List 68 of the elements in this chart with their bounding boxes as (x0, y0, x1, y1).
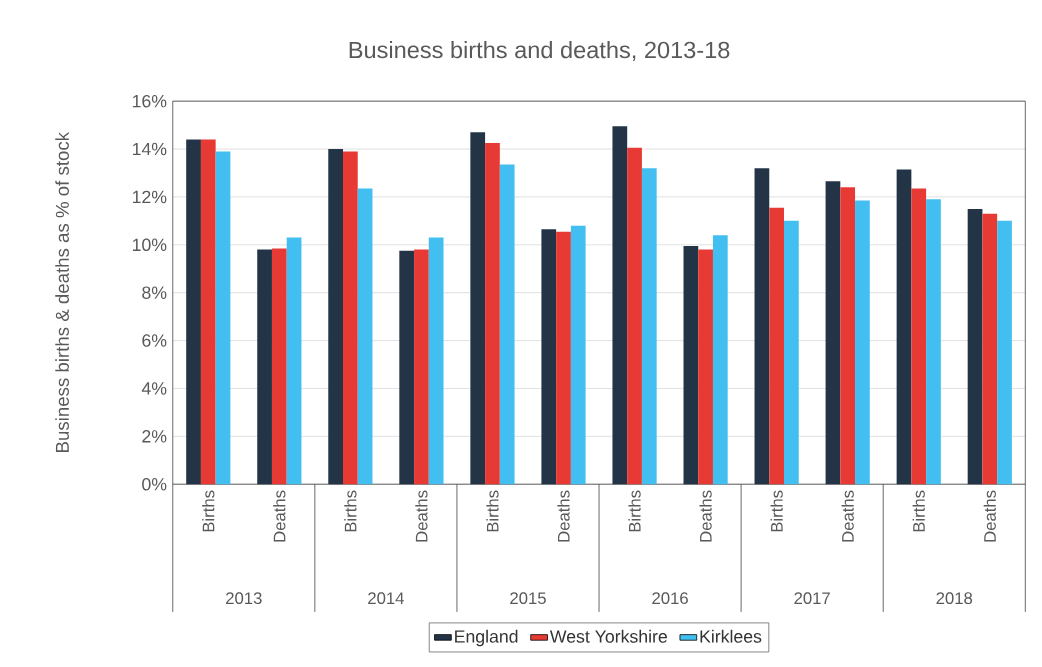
bar (825, 181, 841, 485)
bar (712, 235, 728, 485)
x-tick-label: Births (628, 490, 641, 532)
bar (271, 248, 287, 485)
legend-label: Kirklees (700, 629, 762, 643)
bar (357, 188, 373, 485)
bar (328, 149, 344, 485)
legend-label: West Yorkshire (549, 629, 667, 643)
bar (840, 187, 856, 485)
bar (967, 208, 983, 485)
y-axis-title: Business births & deaths as % of stock (55, 131, 69, 452)
x-tick-label: Deaths (557, 490, 570, 542)
text: 2018 (936, 592, 973, 605)
bar (215, 151, 231, 485)
bar (286, 237, 302, 485)
bar (343, 151, 358, 485)
bar (982, 213, 998, 485)
x-tick-label: Births (486, 490, 499, 532)
x-tick-label: Deaths (273, 490, 286, 542)
y-tick-label: 2% (142, 430, 167, 443)
bar (641, 168, 657, 485)
bar (855, 200, 870, 485)
x-tick-label: Births (912, 490, 925, 532)
bar (499, 164, 515, 485)
bar (556, 231, 571, 485)
bar (698, 249, 713, 485)
bar (200, 139, 216, 485)
y-tick-label: 14% (132, 142, 167, 156)
text: 2013 (226, 592, 262, 605)
bar (414, 249, 429, 485)
bar (896, 169, 912, 485)
y-tick-label: 10% (132, 238, 167, 252)
x-tick-label: Deaths (841, 490, 854, 542)
y-tick-label: 0% (142, 477, 167, 491)
bar (470, 132, 486, 485)
bar (926, 199, 941, 485)
y-tick-label: 4% (141, 382, 167, 395)
bar (570, 225, 586, 485)
text: 2016 (652, 592, 688, 605)
x-tick-label: Deaths (699, 490, 712, 542)
y-tick-label: 12% (132, 190, 167, 204)
text: 2017 (794, 592, 830, 605)
bar (399, 250, 415, 485)
x-tick-label: Births (770, 490, 783, 532)
bar (627, 147, 642, 485)
bar (683, 246, 699, 485)
bar (784, 220, 799, 485)
y-tick-label: 16% (132, 94, 167, 108)
chart-title: Business births and deaths, 2013-18 (349, 41, 730, 62)
x-tick-label: Deaths (415, 490, 428, 542)
y-tick-label: 6% (142, 334, 167, 347)
bar (541, 229, 557, 485)
bar (754, 168, 770, 485)
bar (612, 126, 628, 485)
bar (428, 237, 444, 485)
bar (485, 143, 500, 485)
text: 2014 (368, 592, 404, 605)
bar (186, 139, 201, 485)
x-tick-label: Births (344, 490, 357, 532)
x-tick-label: Deaths (983, 490, 996, 542)
y-tick-label: 8% (142, 286, 167, 299)
legend-label: England (455, 629, 518, 647)
bar (911, 188, 927, 485)
bar (257, 249, 272, 485)
text: 2015 (510, 592, 546, 605)
x-tick-label: Births (202, 490, 215, 532)
bar (997, 220, 1012, 485)
bar (769, 207, 785, 485)
